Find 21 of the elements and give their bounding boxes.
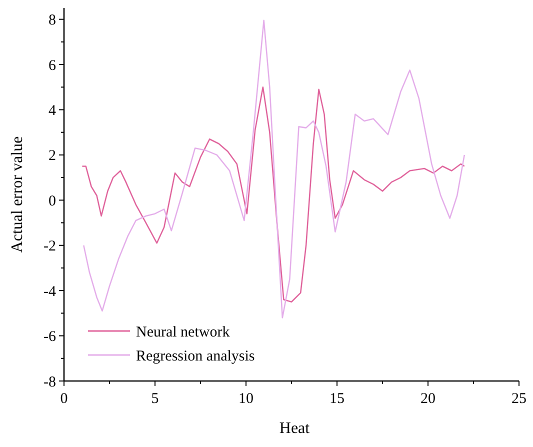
y-tick-label: 8 (48, 12, 56, 29)
y-tick-label: -2 (44, 238, 56, 255)
line-series (82, 86, 466, 303)
y-tick-label: 4 (48, 102, 56, 119)
x-tick-label: 20 (420, 391, 436, 407)
y-tick-label: -6 (44, 329, 56, 346)
line-series (83, 20, 466, 318)
x-tick-label: 25 (512, 391, 526, 407)
y-tick-label: 6 (48, 58, 56, 74)
legend-label: Regression analysis (136, 348, 255, 364)
x-tick-label: 0 (60, 391, 68, 407)
y-tick-label: 2 (48, 148, 56, 164)
y-axis-title: Actual error value (9, 136, 26, 253)
x-tick-label: 10 (238, 391, 254, 407)
x-tick-label: 15 (330, 391, 344, 407)
x-tick-label: 5 (151, 391, 159, 407)
x-axis-title: Heat (279, 420, 310, 437)
y-tick-label: 0 (48, 193, 56, 210)
legend-label: Neural network (136, 324, 230, 340)
y-tick-label: -4 (44, 284, 56, 300)
y-tick-label: -8 (44, 374, 56, 390)
